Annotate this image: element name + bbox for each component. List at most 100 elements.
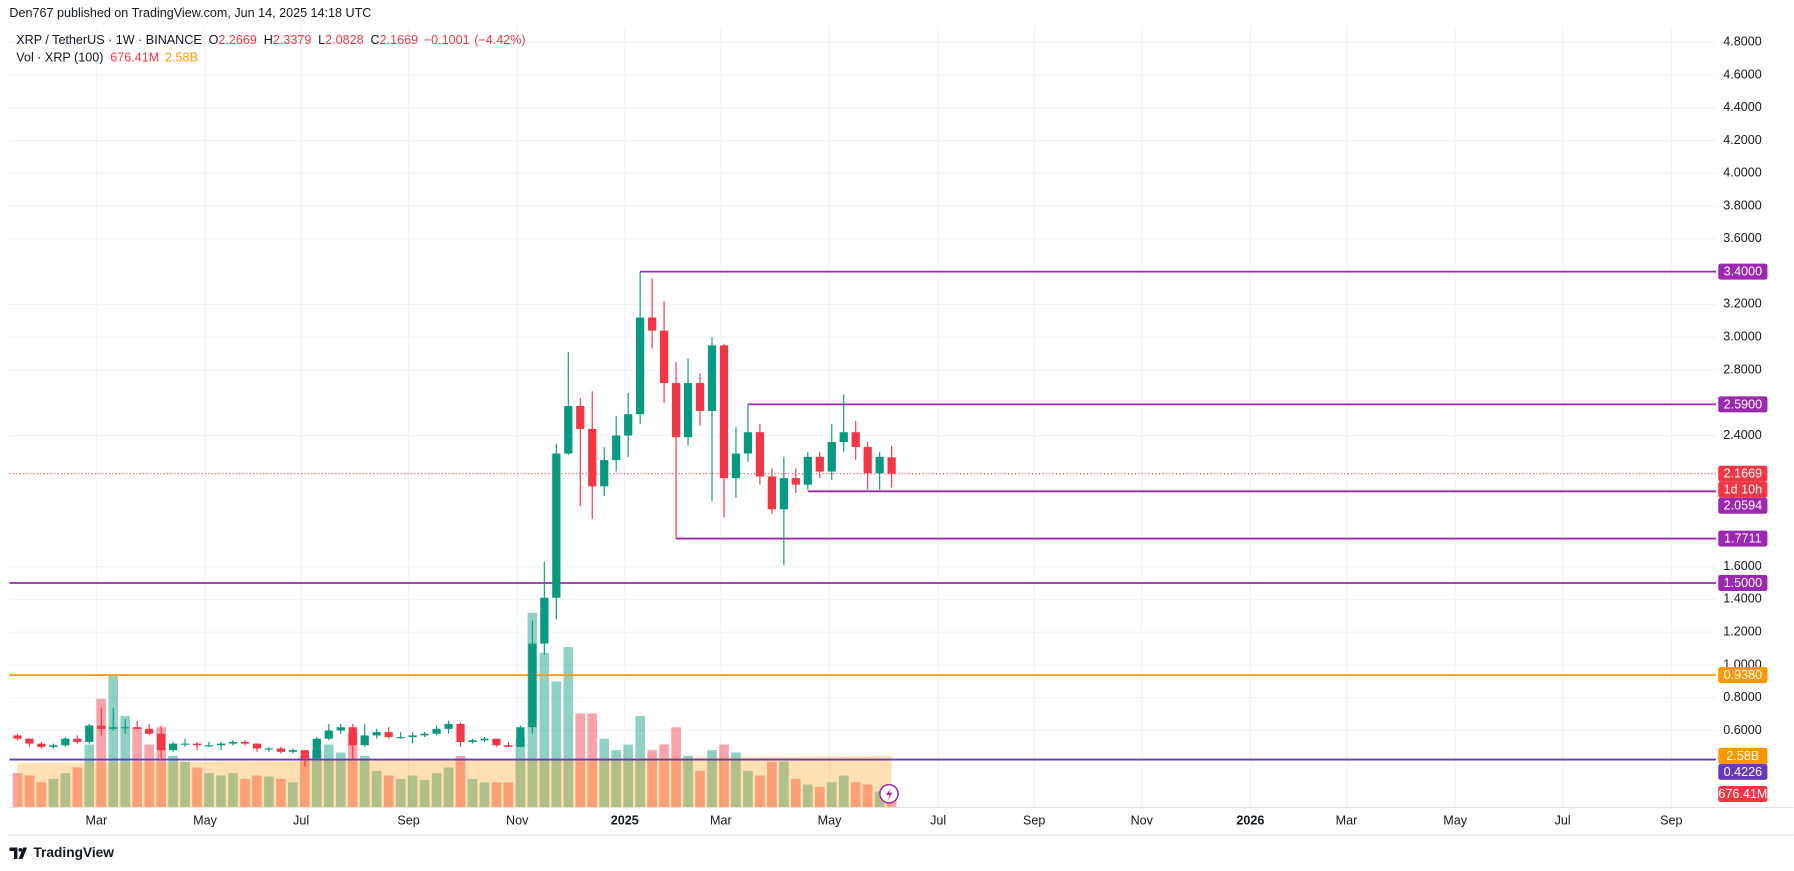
candle-body <box>444 723 453 729</box>
level-badge-bg <box>1718 574 1768 592</box>
x-tick-label: Nov <box>1131 814 1154 828</box>
y-tick-label: 4.8000 <box>1723 35 1761 49</box>
legend-title: XRP / TetherUS · 1W · BINANCE <box>16 34 201 48</box>
volume-bar <box>539 652 550 808</box>
price-badge: 2.1669 <box>1724 467 1762 481</box>
volume-bar <box>72 767 83 808</box>
y-tick-label: 0.6000 <box>1723 723 1761 737</box>
countdown-badge: 1d 10h <box>1724 483 1762 497</box>
brand-logo <box>9 847 28 859</box>
volume-bar <box>719 744 729 808</box>
ohlc-value: 2.3379 <box>273 34 311 48</box>
volume-bar <box>371 770 382 808</box>
candle-body <box>372 732 381 736</box>
candle-body <box>420 733 429 736</box>
volume-bar <box>419 779 430 808</box>
candle-body <box>588 428 597 487</box>
y-tick-label: 3.8000 <box>1723 198 1761 212</box>
candle-body <box>719 345 729 479</box>
plot: Mar May Jul Sep Nov 2025 Mar May Jul Sep Nov 2026 Ma… <box>9 27 1768 828</box>
countdown-badge-bg <box>1718 481 1768 498</box>
x-tick-label: Sep <box>1023 814 1045 828</box>
candle-body <box>300 750 309 759</box>
volume-bar <box>575 713 586 808</box>
candle-body <box>432 728 441 734</box>
candle-body <box>49 745 58 747</box>
candle-body <box>25 738 34 744</box>
volume-bar <box>192 767 202 808</box>
volume-bar <box>838 775 849 808</box>
candle-body <box>540 597 549 644</box>
volume-bar <box>383 775 394 808</box>
volume-bar <box>264 776 274 808</box>
volume-bar <box>743 770 753 808</box>
y-tick-label: 3.6000 <box>1723 231 1761 245</box>
ohlc-label: O <box>209 34 219 48</box>
change-pct: (−4.42%) <box>474 34 525 48</box>
candle-body <box>743 432 753 454</box>
publisher: Den767 published on TradingView.com, Jun… <box>9 6 371 20</box>
volume-bar <box>455 755 466 808</box>
volume-bar <box>276 778 286 808</box>
volume-bar <box>120 715 131 808</box>
candle-body <box>121 727 130 729</box>
ohlc-label: H <box>264 34 273 48</box>
candle-body <box>827 442 836 472</box>
volume-bar <box>252 775 262 808</box>
volume-bar <box>48 778 59 808</box>
candle-body <box>671 383 681 438</box>
candle-body <box>456 723 465 742</box>
candle-body <box>492 738 501 746</box>
candle-body <box>240 741 250 744</box>
candle-body <box>695 383 705 411</box>
x-tick-label: 2025 <box>611 814 639 828</box>
volume-bar <box>767 761 777 808</box>
candle-body <box>755 432 765 477</box>
volume-bar <box>168 755 178 808</box>
level-badge-bg <box>1718 667 1768 684</box>
candle-body <box>612 435 621 461</box>
ohlc-value: 2.2669 <box>218 34 256 48</box>
volume-bar <box>779 761 789 808</box>
volume-bar <box>395 778 406 808</box>
volume-bar <box>156 727 166 808</box>
volume-bar <box>611 750 622 808</box>
candle-body <box>97 725 106 729</box>
candle-body <box>360 735 369 746</box>
candle-body <box>180 743 190 745</box>
candle-body <box>61 738 70 746</box>
price-badge-bg <box>1718 465 1768 482</box>
candle-body <box>851 432 860 447</box>
ohlc-value: 2.0828 <box>325 34 363 48</box>
level-badge: 0.4226 <box>1724 765 1762 779</box>
volume-bar <box>24 775 35 808</box>
volume-bar <box>108 675 119 808</box>
volume-bar <box>862 784 873 808</box>
volume-bar <box>216 775 226 808</box>
x-tick-label: Nov <box>506 814 529 828</box>
candle-body <box>683 383 693 438</box>
candle-body <box>216 743 226 746</box>
volume-bar <box>850 782 861 808</box>
volume-bar <box>335 752 346 808</box>
candle-body <box>648 317 657 331</box>
ohlc-label: L <box>318 34 325 48</box>
volume-bar <box>312 750 322 808</box>
x-tick-label: 2026 <box>1236 814 1264 828</box>
y-tick-label: 3.0000 <box>1723 330 1761 344</box>
x-tick-label: May <box>193 814 217 828</box>
volume-bar <box>695 770 705 808</box>
volume-bar <box>814 786 825 808</box>
candle-body <box>324 730 333 739</box>
candle-body <box>228 741 238 744</box>
y-tick-label: 2.8000 <box>1723 362 1761 376</box>
candle-body <box>516 727 525 747</box>
y-tick-label: 0.8000 <box>1723 690 1761 704</box>
candle-body <box>528 643 537 728</box>
candle-body <box>552 453 561 598</box>
candle-body <box>276 748 286 752</box>
alert-icon <box>879 783 899 804</box>
level-badge: 2.0594 <box>1724 499 1762 513</box>
